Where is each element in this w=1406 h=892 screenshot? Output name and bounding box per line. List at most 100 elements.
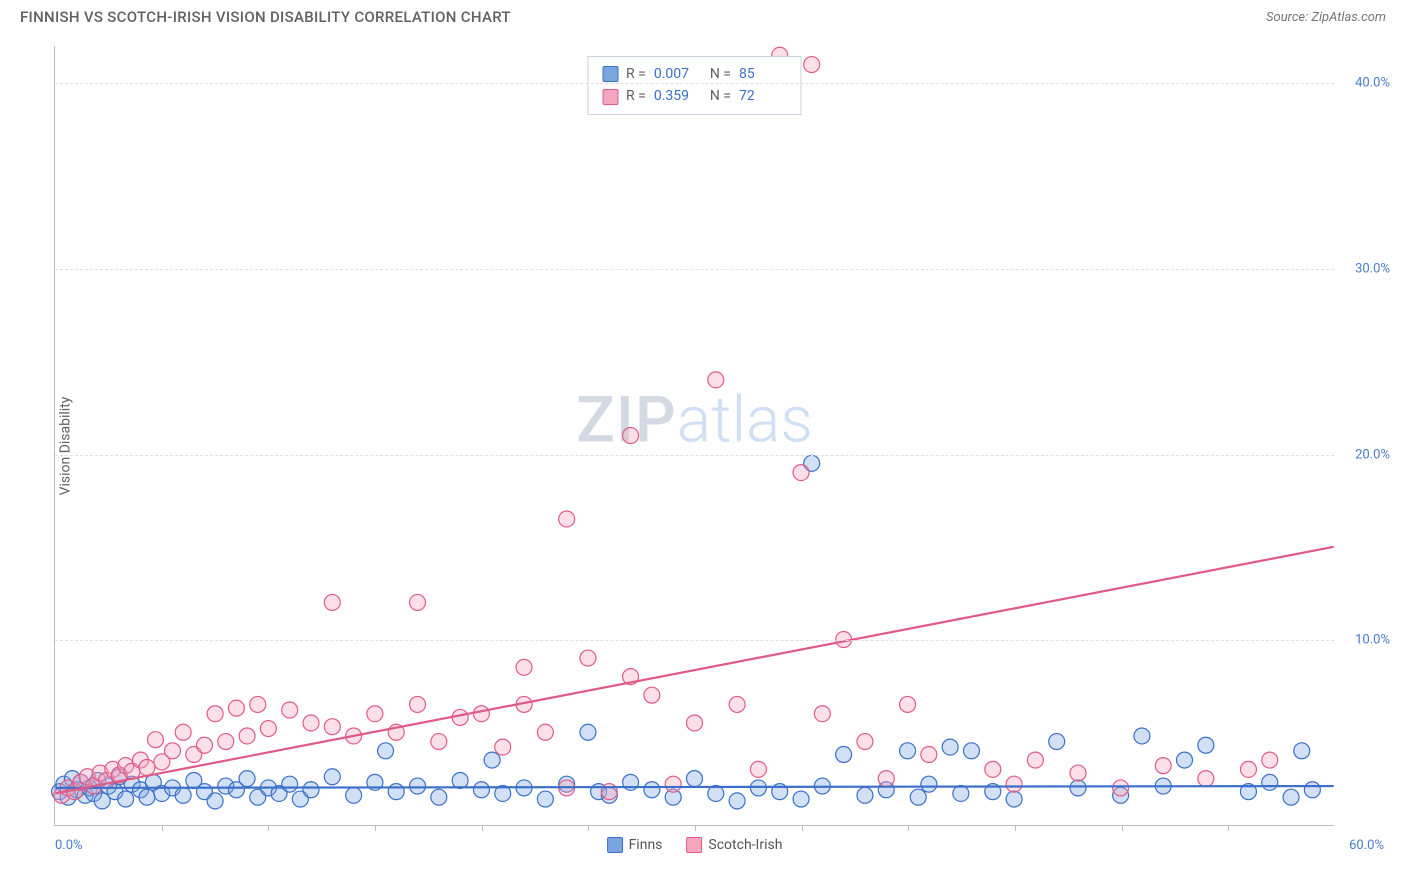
data-point <box>644 687 660 703</box>
data-point <box>644 782 660 798</box>
gridline <box>55 269 1334 270</box>
data-point <box>900 696 916 712</box>
data-point <box>857 787 873 803</box>
legend-item-finns: Finns <box>607 837 663 853</box>
data-point <box>537 791 553 807</box>
data-point <box>139 789 155 805</box>
data-point <box>804 57 820 73</box>
data-point <box>580 650 596 666</box>
data-point <box>228 700 244 716</box>
data-point <box>942 739 958 755</box>
data-point <box>346 787 362 803</box>
data-point <box>1304 782 1320 798</box>
data-point <box>473 706 489 722</box>
data-point <box>378 743 394 759</box>
data-point <box>750 761 766 777</box>
swatch-finns <box>602 66 618 82</box>
data-point <box>729 793 745 809</box>
data-point <box>250 696 266 712</box>
data-point <box>260 721 276 737</box>
data-point <box>580 724 596 740</box>
data-point <box>516 659 532 675</box>
x-tick <box>162 825 163 831</box>
data-point <box>175 787 191 803</box>
data-point <box>431 789 447 805</box>
data-point <box>1006 791 1022 807</box>
data-point <box>1198 737 1214 753</box>
legend-label-finns: Finns <box>629 837 663 853</box>
n-value-scotch-irish: 72 <box>739 85 787 107</box>
data-point <box>239 771 255 787</box>
data-point <box>484 752 500 768</box>
series-legend: Finns Scotch-Irish <box>607 837 783 853</box>
gridline <box>55 640 1334 641</box>
x-tick <box>268 825 269 831</box>
data-point <box>1006 776 1022 792</box>
data-point <box>1113 780 1129 796</box>
n-label: N = <box>710 63 731 85</box>
x-tick <box>908 825 909 831</box>
data-point <box>303 715 319 731</box>
trend-line <box>55 547 1333 794</box>
chart-header: FINNISH VS SCOTCH-IRISH VISION DISABILIT… <box>0 0 1406 32</box>
data-point <box>410 594 426 610</box>
legend-row-scotch-irish: R = 0.359 N = 72 <box>602 85 787 107</box>
data-point <box>410 696 426 712</box>
data-point <box>1262 752 1278 768</box>
data-point <box>1049 734 1065 750</box>
source-attribution: Source: ZipAtlas.com <box>1266 10 1386 25</box>
data-point <box>953 785 969 801</box>
r-value-scotch-irish: 0.359 <box>654 85 702 107</box>
data-point <box>324 594 340 610</box>
data-point <box>836 747 852 763</box>
x-tick <box>802 825 803 831</box>
data-point <box>431 734 447 750</box>
data-point <box>559 511 575 527</box>
data-point <box>239 728 255 744</box>
data-point <box>1240 761 1256 777</box>
data-point <box>793 465 809 481</box>
data-point <box>139 760 155 776</box>
x-axis-min-label: 0.0% <box>55 838 83 853</box>
data-point <box>473 782 489 798</box>
data-point <box>910 789 926 805</box>
data-point <box>687 771 703 787</box>
x-axis-max-label: 60.0% <box>1349 838 1384 853</box>
x-tick <box>1122 825 1123 831</box>
swatch-finns-icon <box>607 837 623 853</box>
data-point <box>303 782 319 798</box>
data-point <box>665 776 681 792</box>
data-point <box>1070 780 1086 796</box>
x-tick <box>695 825 696 831</box>
data-point <box>623 428 639 444</box>
legend-item-scotch-irish: Scotch-Irish <box>686 837 782 853</box>
data-point <box>118 791 134 807</box>
data-point <box>410 778 426 794</box>
data-point <box>324 719 340 735</box>
y-tick-label: 30.0% <box>1340 261 1390 276</box>
data-point <box>729 696 745 712</box>
x-tick <box>482 825 483 831</box>
r-value-finns: 0.007 <box>654 63 702 85</box>
data-point <box>207 793 223 809</box>
x-tick <box>588 825 589 831</box>
y-tick-label: 40.0% <box>1340 76 1390 91</box>
data-point <box>495 739 511 755</box>
data-point <box>324 769 340 785</box>
data-point <box>921 747 937 763</box>
data-point <box>1198 771 1214 787</box>
swatch-scotch-irish-icon <box>686 837 702 853</box>
chart-title: FINNISH VS SCOTCH-IRISH VISION DISABILIT… <box>20 8 511 26</box>
data-point <box>963 743 979 759</box>
y-tick-label: 10.0% <box>1340 633 1390 648</box>
data-point <box>985 761 1001 777</box>
data-point <box>207 706 223 722</box>
data-point <box>1070 765 1086 781</box>
x-tick <box>1228 825 1229 831</box>
scatter-svg <box>55 46 1334 825</box>
r-label: R = <box>626 63 646 85</box>
data-point <box>1294 743 1310 759</box>
data-point <box>857 734 873 750</box>
data-point <box>921 776 937 792</box>
n-label: N = <box>710 85 731 107</box>
